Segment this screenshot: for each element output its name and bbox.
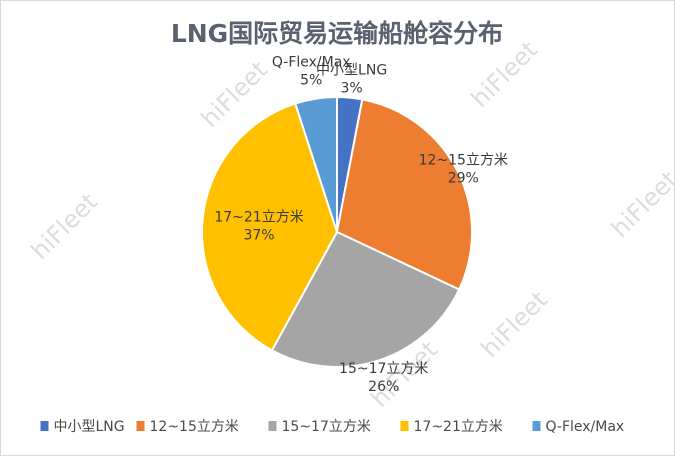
data-label-value: 26% xyxy=(368,379,399,395)
legend-label: 15~17立方米 xyxy=(282,419,371,435)
data-label-value: 5% xyxy=(300,72,322,88)
legend-label: 中小型LNG xyxy=(54,419,125,435)
pie-slice xyxy=(335,98,473,291)
pie-slices xyxy=(201,95,473,368)
chart-title: LNG国际贸易运输船舱容分布 xyxy=(171,19,503,48)
data-label: 12~15立方米 29% xyxy=(419,153,508,187)
watermark-text: hiFleet xyxy=(26,188,103,265)
legend-swatch xyxy=(400,421,409,431)
data-label-category: 中小型LNG xyxy=(316,62,387,78)
data-label-value: 37% xyxy=(243,228,274,244)
legend-label: 17~21立方米 xyxy=(414,419,503,435)
data-label-category: 12~15立方米 xyxy=(419,153,508,169)
data-label-category: 17~21立方米 xyxy=(214,210,303,226)
watermark-text: hiFleet xyxy=(476,286,553,363)
data-label-category: 15~17立方米 xyxy=(339,361,428,377)
data-label: 中小型LNG 3% xyxy=(316,62,387,96)
data-label: 17~21立方米 37% xyxy=(214,210,303,244)
data-label: Q-Flex/Max 5% xyxy=(272,54,351,88)
pie-slice xyxy=(201,102,339,352)
data-label-value: 29% xyxy=(448,171,479,187)
pie-slice xyxy=(294,95,338,233)
legend-label: 12~15立方米 xyxy=(150,419,239,435)
data-label-category: Q-Flex/Max xyxy=(272,54,351,70)
legend-swatch xyxy=(40,421,49,431)
data-label-value: 3% xyxy=(341,80,363,96)
legend: 中小型LNG 12~15立方米 15~17立方米 17~21立方米 Q-Flex/Max xyxy=(40,419,625,435)
data-labels: 中小型LNG 3% 12~15立方米 29% 15~17立方米 26% 17~21立方米 37… xyxy=(214,54,508,394)
legend-swatch xyxy=(136,421,145,431)
watermark-text: hiFleet xyxy=(606,166,675,243)
data-label: 15~17立方米 26% xyxy=(339,361,428,395)
legend-swatch xyxy=(268,421,277,431)
legend-swatch xyxy=(532,421,541,431)
legend-label: Q-Flex/Max xyxy=(546,419,625,435)
